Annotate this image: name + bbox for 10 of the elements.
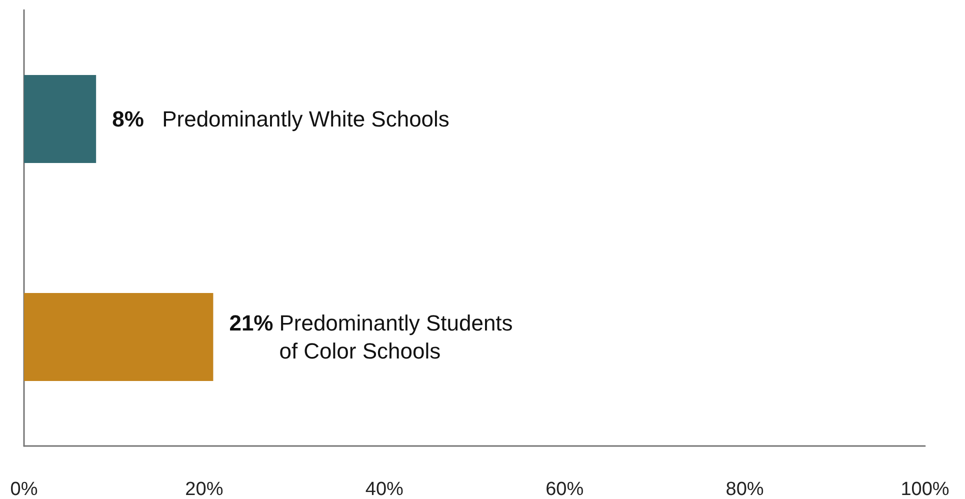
data-label: 21% xyxy=(229,310,274,336)
x-tick-label: 100% xyxy=(900,479,950,499)
x-tick-label: 40% xyxy=(365,479,404,499)
x-tick-label: 0% xyxy=(10,479,38,499)
data-label: 8% xyxy=(112,106,144,132)
x-tick-label: 60% xyxy=(546,479,584,499)
y-tick-label: Predominantly White Schools xyxy=(162,106,450,132)
y-tick-label: Predominantly Students of Color Schools xyxy=(279,310,513,364)
x-tick-label: 80% xyxy=(726,479,764,499)
x-tick-label: 20% xyxy=(185,479,224,499)
